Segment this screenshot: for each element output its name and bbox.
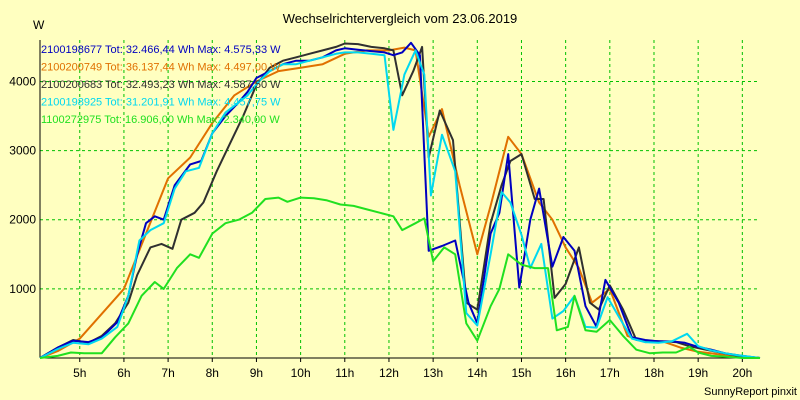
credit-label: SunnyReport pinxit xyxy=(704,386,797,398)
x-tick-label: 7h xyxy=(161,366,174,380)
legend-entry-0: 2100198677 Tot: 32.466,44 Wh Max: 4.575,… xyxy=(41,44,281,56)
series-line-4 xyxy=(39,196,760,359)
x-tick-label: 12h xyxy=(379,366,399,380)
x-tick-label: 15h xyxy=(511,366,531,380)
x-tick-label: 16h xyxy=(556,366,576,380)
x-tick-label: 14h xyxy=(467,366,487,380)
x-tick-label: 19h xyxy=(688,366,708,380)
legend-entry-2: 2100200683 Tot: 32.493,23 Wh Max: 4.587,… xyxy=(41,79,281,91)
y-tick-label: 3000 xyxy=(9,144,36,158)
legend-entry-1: 2100200749 Tot: 36.137,44 Wh Max: 4.497,… xyxy=(41,62,281,74)
x-tick-label: 8h xyxy=(206,366,219,380)
x-tick-label: 6h xyxy=(117,366,130,380)
x-tick-label: 17h xyxy=(600,366,620,380)
legend-entry-3: 2100198925 Tot: 31.201,91 Wh Max: 4.457,… xyxy=(41,97,281,109)
series-line-0 xyxy=(39,41,761,359)
x-tick-label: 9h xyxy=(250,366,263,380)
legend-entry-4: 1100272975 Tot: 16.906,00 Wh Max: 2.340,… xyxy=(41,114,280,126)
y-tick-label: 1000 xyxy=(9,282,36,296)
x-tick-label: 11h xyxy=(335,366,354,380)
y-axis-unit: W xyxy=(33,18,45,32)
x-tick-label: 10h xyxy=(291,366,311,380)
y-tick-label: 4000 xyxy=(9,74,36,88)
x-tick-label: 5h xyxy=(73,366,86,380)
x-tick-label: 18h xyxy=(644,366,664,380)
chart-title: Wechselrichtervergleich vom 23.06.2019 xyxy=(283,11,518,26)
series-line-3 xyxy=(39,49,761,359)
x-tick-label: 13h xyxy=(423,366,443,380)
y-tick-label: 2000 xyxy=(9,213,36,227)
x-tick-label: 20h xyxy=(732,366,752,380)
